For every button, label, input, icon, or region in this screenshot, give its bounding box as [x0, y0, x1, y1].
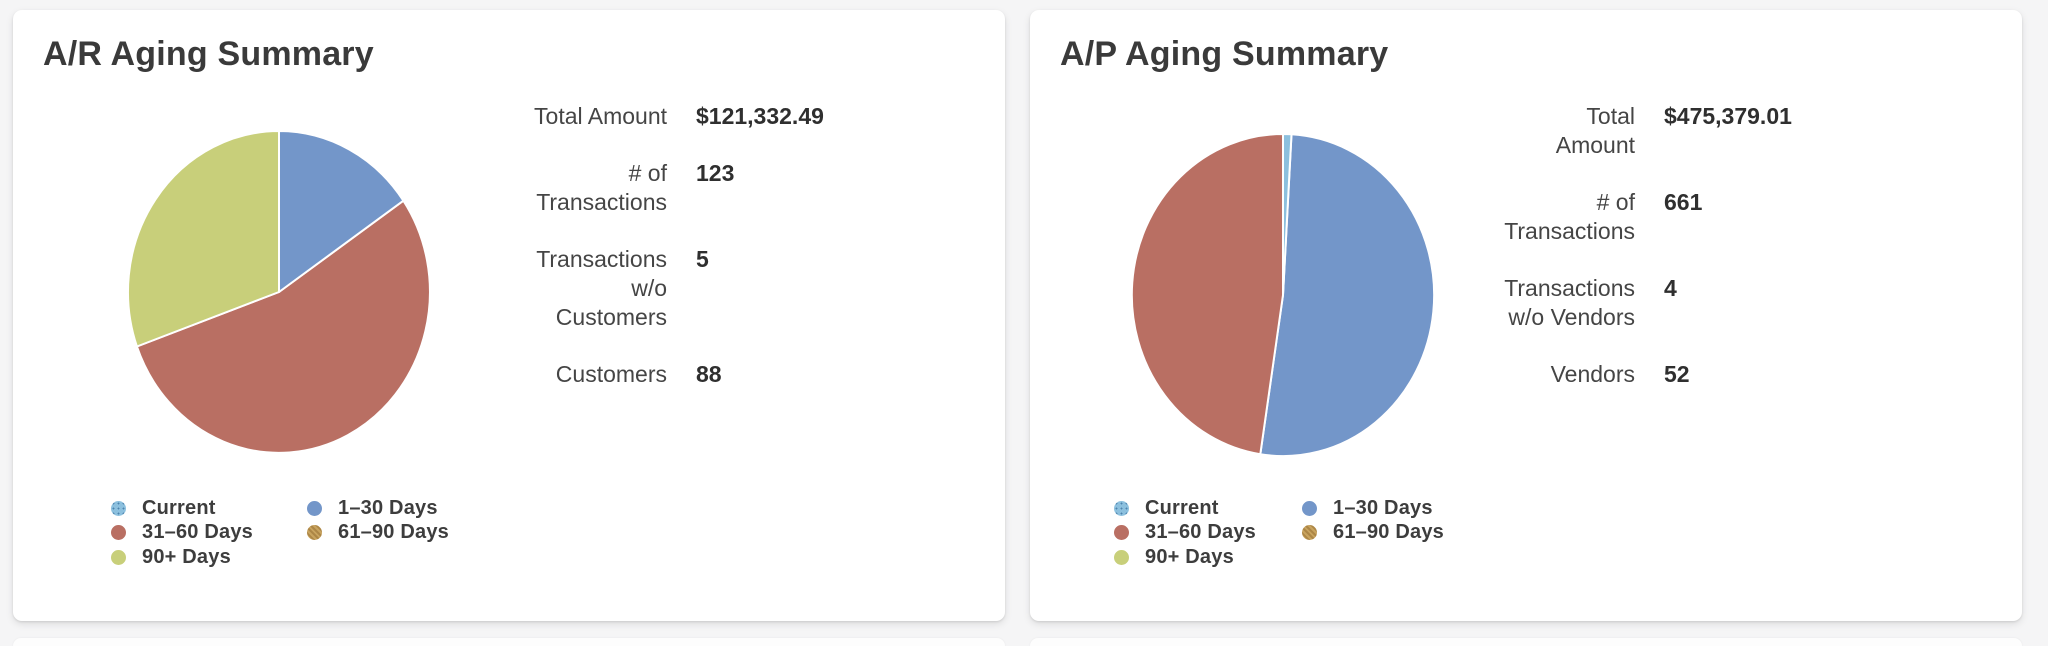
legend-item-1-30-days: 1–30 Days: [1302, 496, 1498, 521]
stat-row-transactions-w-o-customers: Transactions w/o Customers 5: [393, 245, 824, 332]
stat-row-transactions-w-o-vendors: Transactions w/o Vendors 4: [1410, 274, 1792, 332]
stat-value: 4: [1664, 275, 1677, 301]
next-row-card-top-left: [13, 638, 1005, 646]
legend-dot-icon: [1302, 500, 1317, 516]
stat-value: $475,379.01: [1664, 103, 1792, 129]
ap-aging-summary-card: A/P Aging Summary Total Amount $475,379.01…: [1030, 10, 2022, 621]
legend-label: 61–90 Days: [1333, 521, 1444, 544]
stat-row-of-transactions: # of Transactions 661: [1410, 188, 1792, 246]
stat-value: 52: [1664, 361, 1690, 387]
legend-item-31-60-days: 31–60 Days: [111, 521, 307, 546]
pie-slice-90-days[interactable]: [127, 130, 280, 348]
pie-slice-1-30-days[interactable]: [278, 130, 405, 293]
legend-item-61-90-days: 61–90 Days: [307, 521, 503, 546]
legend-item-90-days: 90+ Days: [111, 545, 307, 570]
stat-value: 123: [696, 160, 735, 186]
ap-stats-panel: Total Amount $475,379.01 # of Transactions 66…: [1410, 102, 1792, 417]
legend-dot-icon: [1114, 549, 1129, 565]
stat-row-total-amount: Total Amount $121,332.49: [393, 102, 824, 131]
legend-dot-icon: [307, 525, 322, 541]
ar-chart-legend: Current 1–30 Days 31–60 Days 61–90 Days 90+ …: [111, 496, 503, 570]
legend-label: 31–60 Days: [1145, 521, 1256, 544]
stat-label: Total Amount: [1555, 103, 1635, 158]
legend-item-1-30-days: 1–30 Days: [307, 496, 503, 521]
legend-dot-icon: [1114, 500, 1129, 516]
stat-value: 5: [696, 246, 709, 272]
ar-aging-pie-chart[interactable]: [123, 128, 435, 456]
ap-aging-pie-chart[interactable]: [1127, 131, 1439, 459]
stat-label: # of Transactions: [536, 160, 667, 215]
ar-card-title: A/R Aging Summary: [43, 35, 374, 73]
legend-item-31-60-days: 31–60 Days: [1114, 521, 1302, 546]
ap-chart-legend: Current 1–30 Days 31–60 Days 61–90 Days 90+ …: [1114, 496, 1498, 570]
legend-item-current: Current: [1114, 496, 1302, 521]
legend-dot-icon: [111, 549, 126, 565]
stat-label: Vendors: [1550, 361, 1635, 387]
legend-dot-icon: [307, 500, 322, 516]
next-row-card-top-right: [1030, 638, 2022, 646]
ar-aging-summary-card: A/R Aging Summary Total Amount $121,332.4…: [13, 10, 1005, 621]
ap-card-title: A/P Aging Summary: [1060, 35, 1389, 73]
legend-label: Current: [1145, 496, 1219, 519]
legend-label: 31–60 Days: [142, 521, 253, 544]
stat-row-of-transactions: # of Transactions 123: [393, 159, 824, 217]
stat-value: 88: [696, 361, 722, 387]
legend-label: 90+ Days: [142, 545, 231, 568]
legend-dot-icon: [111, 500, 126, 516]
stat-label: Customers: [555, 361, 667, 387]
stat-label: Transactions w/o Customers: [536, 246, 667, 330]
stat-row-total-amount: Total Amount $475,379.01: [1410, 102, 1792, 160]
legend-item-current: Current: [111, 496, 307, 521]
legend-item-61-90-days: 61–90 Days: [1302, 521, 1498, 546]
stat-label: Total Amount: [534, 103, 667, 129]
pie-slice-current[interactable]: [1282, 133, 1293, 296]
ar-stats-panel: Total Amount $121,332.49 # of Transactions 1…: [393, 102, 824, 417]
legend-label: 1–30 Days: [1333, 496, 1433, 519]
legend-label: Current: [142, 496, 216, 519]
legend-dot-icon: [1114, 525, 1129, 541]
pie-slice-31-60-days[interactable]: [1130, 133, 1284, 456]
stat-row-customers: Customers 88: [393, 360, 824, 389]
stat-label: Transactions w/o Vendors: [1504, 275, 1635, 330]
stat-row-vendors: Vendors 52: [1410, 360, 1792, 389]
stat-value: 661: [1664, 189, 1703, 215]
legend-dot-icon: [111, 525, 126, 541]
legend-label: 90+ Days: [1145, 545, 1234, 568]
legend-label: 1–30 Days: [338, 496, 438, 519]
pie-slice-31-60-days[interactable]: [135, 199, 431, 454]
legend-label: 61–90 Days: [338, 521, 449, 544]
legend-item-90-days: 90+ Days: [1114, 545, 1302, 570]
stat-label: # of Transactions: [1504, 189, 1635, 244]
legend-dot-icon: [1302, 525, 1317, 541]
pie-slice-1-30-days[interactable]: [1259, 133, 1436, 458]
stat-value: $121,332.49: [696, 103, 824, 129]
